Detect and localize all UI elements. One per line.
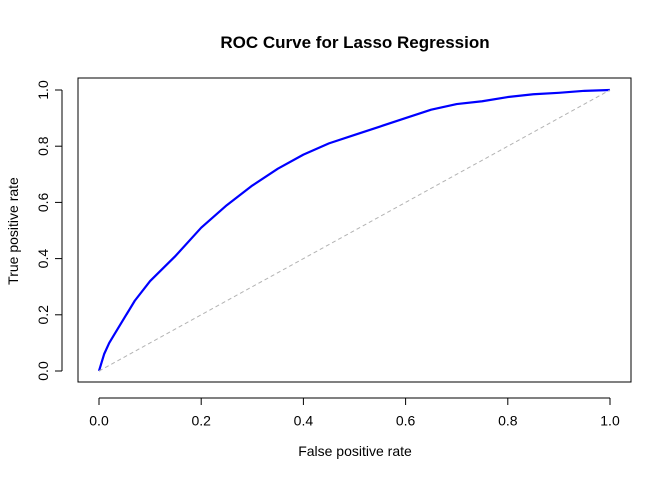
x-axis-label: False positive rate (298, 443, 412, 459)
y-axis-label: True positive rate (5, 177, 21, 285)
x-tick-label: 0.2 (191, 412, 211, 428)
y-tick-label: 1.0 (35, 80, 51, 100)
x-tick-label: 0.8 (498, 412, 518, 428)
x-tick-label: 0.0 (89, 412, 109, 428)
chart-title: ROC Curve for Lasso Regression (220, 33, 489, 52)
plot-area: 0.0 0.2 0.4 0.6 0.8 1.0 0.0 0.2 0.4 0.6 0.8 1.0 (35, 77, 632, 428)
y-tick-label: 0.4 (35, 249, 51, 269)
y-tick-label: 0.0 (35, 361, 51, 381)
roc-curve-line (97, 88, 611, 372)
y-tick-label: 0.2 (35, 305, 51, 325)
x-tick-label: 0.6 (396, 412, 416, 428)
reference-diagonal-line (98, 89, 611, 372)
plot-box (77, 77, 632, 383)
x-tick-label: 0.4 (294, 412, 314, 428)
y-tick-label: 0.6 (35, 192, 51, 212)
x-tick-label: 1.0 (600, 412, 620, 428)
y-tick-label: 0.8 (35, 136, 51, 156)
